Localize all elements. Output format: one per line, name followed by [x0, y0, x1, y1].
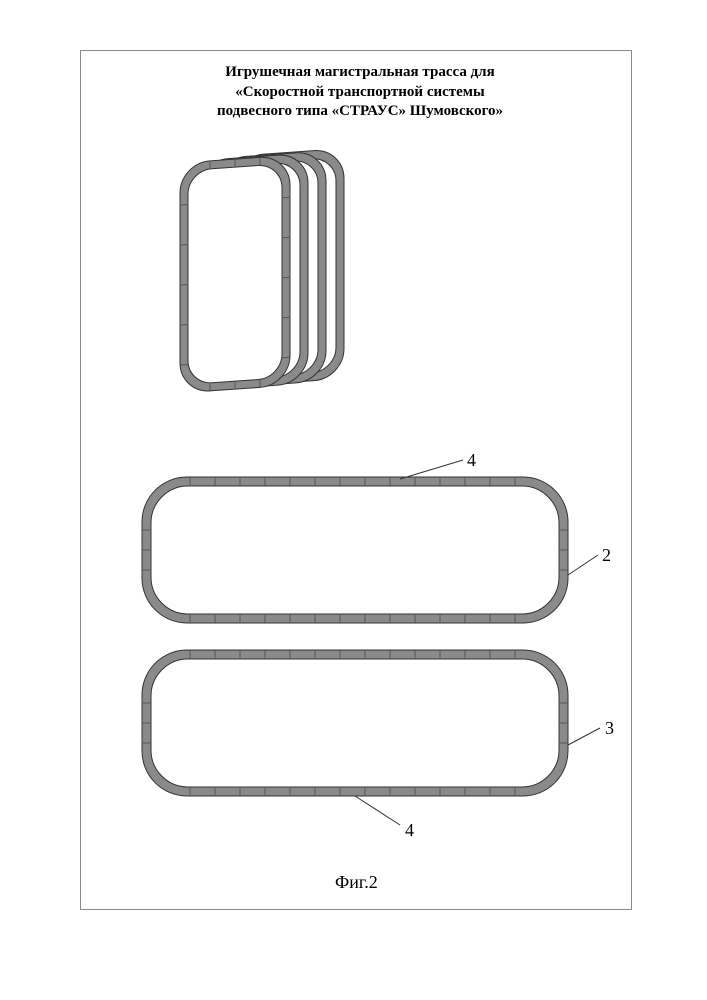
page-title: Игрушечная магистральная трасса для «Ско… — [180, 63, 540, 122]
label-4-top: 4 — [467, 450, 476, 471]
title-line-3: подвесного типа «СТРАУС» Шумовского» — [180, 102, 540, 122]
label-4-bottom: 4 — [405, 820, 414, 841]
stacked-panels — [120, 145, 380, 445]
label-2: 2 — [602, 545, 611, 566]
title-line-2: «Скоростной транспортной системы — [180, 83, 540, 103]
label-3: 3 — [605, 718, 614, 739]
track-lower — [140, 648, 570, 798]
figure-caption: Фиг.2 — [335, 872, 378, 893]
title-line-1: Игрушечная магистральная трасса для — [180, 63, 540, 83]
track-upper — [140, 475, 570, 625]
